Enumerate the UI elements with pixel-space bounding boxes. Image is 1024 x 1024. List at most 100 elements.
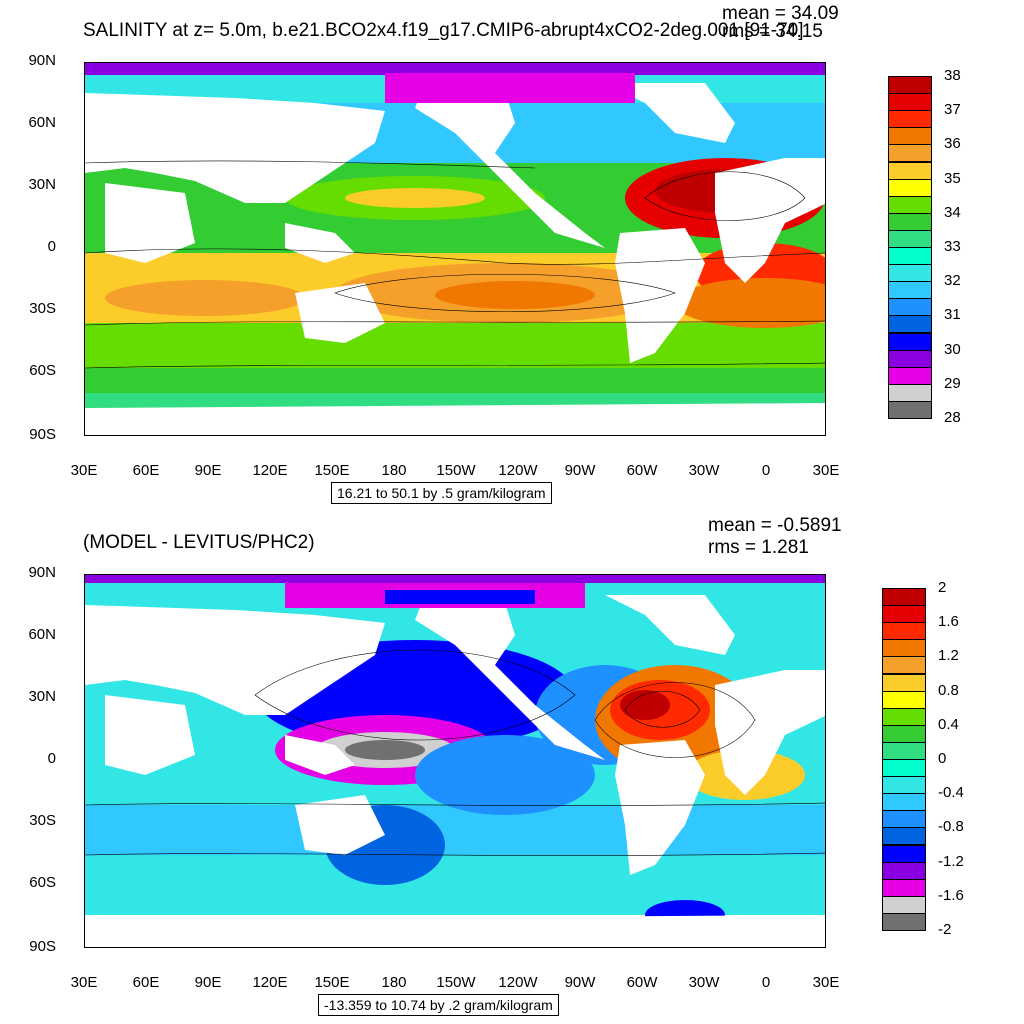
lon-label: 120E: [252, 974, 288, 991]
colorbar-label: 34: [944, 203, 961, 221]
lon-label: 150W: [436, 462, 476, 479]
colorbar-swatch: [882, 605, 926, 624]
colorbar-swatch: [882, 759, 926, 778]
lat-label: 30S: [29, 812, 56, 829]
colorbar-swatch: [888, 383, 932, 402]
colorbar-swatch: [888, 264, 932, 283]
salinity-map: [84, 62, 826, 436]
colorbar-label: 38: [944, 67, 961, 84]
mean-stat: mean = 34.09: [722, 3, 839, 24]
lon-label: 120E: [252, 462, 288, 479]
mean-stat: mean = -0.5891: [708, 515, 842, 536]
lon-label: 60E: [132, 462, 160, 479]
lon-label: 120W: [498, 974, 538, 991]
lat-label: 90N: [28, 52, 56, 69]
colorbar-swatch: [882, 690, 926, 709]
colorbar-swatch: [888, 93, 932, 112]
colorbar-swatch: [882, 827, 926, 846]
colorbar-swatch: [888, 161, 932, 180]
lon-label: 30W: [688, 974, 720, 991]
colorbar-swatch: [888, 315, 932, 334]
colorbar-swatch: [882, 844, 926, 863]
colorbar-label: 0.8: [938, 681, 959, 699]
lon-label: 150E: [314, 462, 350, 479]
lon-label: 90E: [194, 462, 222, 479]
colorbar-swatch: [888, 76, 932, 95]
lon-label: 120W: [498, 462, 538, 479]
colorbar-label: -0.8: [938, 818, 964, 836]
lon-label: 90E: [194, 974, 222, 991]
rms-stat: rms = 34.15: [722, 21, 823, 42]
lat-label: 0: [47, 750, 56, 767]
difference-map: [84, 574, 826, 948]
colorbar-swatch: [888, 127, 932, 146]
colorbar-label: -1.6: [938, 886, 964, 904]
colorbar-swatch: [882, 878, 926, 897]
colorbar-label: 37: [944, 101, 961, 119]
difference-panel: (MODEL - LEVITUS/PHC2) mean = -0.5891 rm…: [0, 512, 1024, 1024]
colorbar-swatch: [882, 810, 926, 829]
difference-map-svg: [85, 575, 825, 947]
lon-label: 180: [381, 462, 407, 479]
colorbar-label: 1.6: [938, 613, 959, 631]
colorbar-label: 2: [938, 579, 947, 596]
rms-stat: rms = 1.281: [708, 537, 809, 558]
colorbar-swatch: [882, 895, 926, 914]
colorbar-swatch: [882, 656, 926, 675]
colorbar-label: 1.2: [938, 647, 959, 665]
colorbar-label: -2: [938, 921, 952, 938]
lon-label: 30E: [70, 462, 98, 479]
colorbar-label: 32: [944, 272, 961, 290]
colorbar-swatch: [882, 776, 926, 795]
colorbar-swatch: [888, 332, 932, 351]
colorbar-swatch: [882, 673, 926, 692]
lon-label: 180: [381, 974, 407, 991]
lon-label: 150E: [314, 974, 350, 991]
colorbar-swatch: [888, 400, 932, 419]
salinity-map-svg: [85, 63, 825, 435]
salinity-panel: SALINITY at z= 5.0m, b.e21.BCO2x4.f19_g1…: [28, 3, 1008, 504]
colorbar-swatch: [882, 741, 926, 760]
lat-label: 30N: [28, 176, 56, 193]
colorbar-label: 31: [944, 306, 961, 324]
colorbar-swatch: [888, 281, 932, 300]
colorbar-swatch: [888, 247, 932, 266]
colorbar-label: -0.4: [938, 784, 964, 802]
lon-label: 90W: [564, 974, 596, 991]
colorbar: 2 1.6 1.2 0.8 0.4 0 -0.4 -0.8 -1.2 -1.6 -2: [882, 579, 1002, 938]
lat-label: 90S: [29, 426, 56, 443]
lat-label: 60S: [29, 362, 56, 379]
colorbar-label: 30: [944, 340, 961, 358]
colorbar-swatch: [882, 707, 926, 726]
colorbar-swatch: [888, 366, 932, 385]
lon-label: 30E: [812, 974, 840, 991]
lon-label: 0: [761, 974, 771, 991]
panel-title: (MODEL - LEVITUS/PHC2): [83, 532, 315, 553]
colorbar-swatch: [888, 212, 932, 231]
colorbar: 38 37 36 35 34 33 32 31 30 29 28: [888, 67, 1008, 426]
lon-label: 150W: [436, 974, 476, 991]
lat-label: 90N: [28, 564, 56, 581]
colorbar-label: 29: [944, 374, 961, 392]
colorbar-label: 36: [944, 135, 961, 153]
colorbar-label: 28: [944, 409, 961, 426]
colorbar-label: 0.4: [938, 715, 959, 733]
contour-range-label: 16.21 to 50.1 by .5 gram/kilogram: [331, 482, 552, 504]
contour-range-label: -13.359 to 10.74 by .2 gram/kilogram: [318, 994, 559, 1016]
page-title: SALINITY at z= 5.0m, b.e21.BCO2x4.f19_g1…: [83, 20, 804, 41]
colorbar-label: 35: [944, 169, 961, 187]
lon-label: 60E: [132, 974, 160, 991]
lon-label: 0: [761, 462, 771, 479]
lat-label: 30S: [29, 300, 56, 317]
lon-label: 30E: [812, 462, 840, 479]
lat-label: 0: [47, 238, 56, 255]
colorbar-swatch: [882, 622, 926, 641]
colorbar-label: -1.2: [938, 852, 964, 870]
lon-label: 30E: [70, 974, 98, 991]
lon-label: 90W: [564, 462, 596, 479]
colorbar-swatch: [882, 724, 926, 743]
lat-label: 30N: [28, 688, 56, 705]
colorbar-swatch: [888, 110, 932, 129]
colorbar-swatch: [888, 178, 932, 197]
colorbar-swatch: [888, 229, 932, 248]
